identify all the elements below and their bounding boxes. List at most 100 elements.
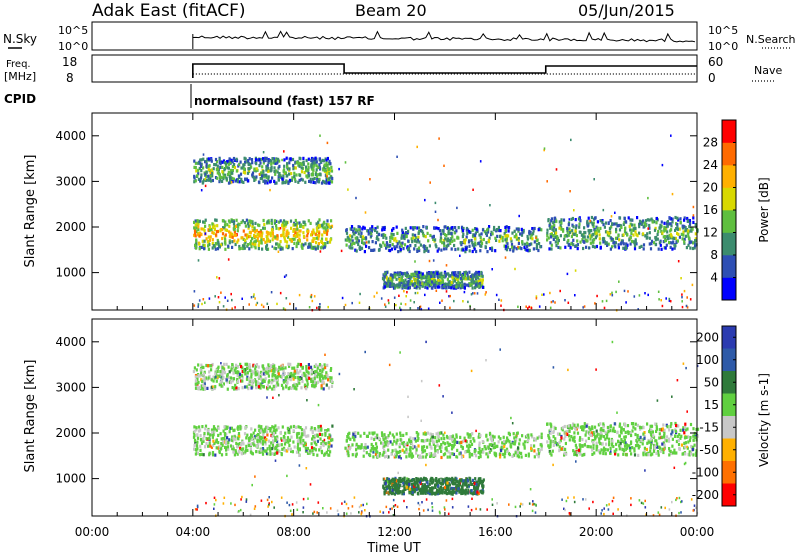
heatmap-cell bbox=[289, 302, 291, 306]
heatmap-cell bbox=[275, 384, 278, 388]
heatmap-cell bbox=[454, 226, 457, 230]
heatmap-cell bbox=[367, 240, 370, 244]
heatmap-cell bbox=[424, 491, 427, 495]
heatmap-cell bbox=[484, 245, 487, 249]
heatmap-cell bbox=[329, 179, 332, 183]
heatmap-cell bbox=[317, 242, 320, 246]
heatmap-cell bbox=[269, 188, 271, 192]
heatmap-cell bbox=[411, 487, 414, 492]
heatmap-cell bbox=[194, 161, 197, 165]
heatmap-cell bbox=[491, 232, 494, 236]
heatmap-cell bbox=[267, 167, 270, 171]
heatmap-cell bbox=[653, 241, 656, 245]
heatmap-cell bbox=[473, 481, 476, 486]
heatmap-cell bbox=[664, 246, 667, 250]
heatmap-cell bbox=[495, 238, 498, 242]
heatmap-cell bbox=[571, 229, 574, 233]
heatmap-cell bbox=[229, 160, 232, 165]
heatmap-cell bbox=[306, 231, 309, 235]
heatmap-cell bbox=[271, 238, 274, 242]
heatmap-cell bbox=[418, 226, 421, 230]
heatmap-cell bbox=[455, 435, 458, 439]
heatmap-cell bbox=[460, 478, 463, 482]
heatmap-cell bbox=[194, 166, 197, 170]
heatmap-cell bbox=[401, 230, 404, 234]
heatmap-cell bbox=[213, 224, 216, 228]
heatmap-cell bbox=[413, 285, 416, 289]
heatmap-cell bbox=[411, 233, 414, 237]
heatmap-cell bbox=[196, 386, 199, 390]
heatmap-cell bbox=[517, 241, 520, 245]
heatmap-cell bbox=[441, 478, 444, 483]
heatmap-cell bbox=[369, 231, 372, 235]
heatmap-cell bbox=[474, 243, 477, 247]
heatmap-cell bbox=[233, 233, 236, 237]
heatmap-cell bbox=[198, 453, 202, 457]
heatmap-cell bbox=[228, 157, 231, 161]
heatmap-cell bbox=[428, 442, 431, 446]
heatmap-cell bbox=[383, 243, 386, 247]
heatmap-cell bbox=[399, 271, 402, 275]
heatmap-cell bbox=[358, 246, 361, 250]
freq-label-line1: Freq. bbox=[6, 59, 31, 70]
heatmap-cell bbox=[448, 483, 451, 487]
heatmap-cell bbox=[527, 248, 530, 252]
heatmap-cell bbox=[298, 453, 301, 457]
heatmap-cell bbox=[261, 365, 265, 369]
heatmap-cell bbox=[454, 247, 457, 252]
heatmap-cell bbox=[199, 444, 202, 448]
heatmap-cell bbox=[413, 277, 415, 280]
heatmap-cell bbox=[196, 444, 199, 448]
heatmap-cell bbox=[227, 162, 230, 166]
heatmap-cell bbox=[317, 428, 320, 433]
colorbar-swatch bbox=[722, 232, 736, 256]
heatmap-cell bbox=[294, 231, 297, 235]
heatmap-cell bbox=[324, 442, 327, 446]
heatmap-cell bbox=[269, 452, 272, 456]
heatmap-cell bbox=[193, 165, 196, 169]
heatmap-cell bbox=[196, 451, 199, 455]
heatmap-cell bbox=[315, 236, 318, 240]
heatmap-cell bbox=[323, 159, 326, 163]
heatmap-cell bbox=[445, 290, 448, 293]
heatmap-cell bbox=[259, 374, 262, 378]
heatmap-cell bbox=[299, 437, 302, 441]
heatmap-cell bbox=[552, 221, 555, 225]
heatmap-cell bbox=[255, 167, 258, 171]
heatmap-cell bbox=[570, 242, 573, 246]
heatmap-cell bbox=[219, 432, 222, 436]
heatmap-cell bbox=[438, 229, 442, 233]
heatmap-cell bbox=[494, 454, 498, 458]
heatmap-cell bbox=[428, 489, 432, 493]
heatmap-cell bbox=[331, 438, 334, 442]
heatmap-cell bbox=[668, 297, 671, 301]
heatmap-cell bbox=[325, 429, 328, 433]
heatmap-cell bbox=[396, 231, 399, 235]
heatmap-cell bbox=[234, 233, 237, 237]
heatmap-cell bbox=[310, 244, 313, 248]
heatmap-cell bbox=[206, 240, 209, 244]
heatmap-cell bbox=[424, 478, 427, 482]
heatmap-cell bbox=[392, 233, 395, 237]
heatmap-cell bbox=[263, 175, 266, 179]
heatmap-cell bbox=[378, 436, 381, 440]
heatmap-cell bbox=[383, 433, 386, 437]
heatmap-cell bbox=[443, 243, 446, 247]
heatmap-cell bbox=[212, 425, 216, 429]
heatmap-cell bbox=[423, 449, 427, 453]
heatmap-cell bbox=[246, 222, 249, 226]
heatmap-cell bbox=[414, 481, 417, 485]
heatmap-cell bbox=[437, 431, 440, 435]
heatmap-cell bbox=[366, 445, 369, 449]
heatmap-cell bbox=[415, 240, 418, 244]
heatmap-cell bbox=[285, 274, 288, 277]
heatmap-cell bbox=[330, 169, 334, 173]
heatmap-cell bbox=[464, 450, 467, 454]
heatmap-cell bbox=[427, 277, 430, 281]
heatmap-cell bbox=[375, 442, 378, 446]
heatmap-cell bbox=[270, 228, 274, 232]
heatmap-cell bbox=[390, 478, 393, 482]
heatmap-cell bbox=[306, 382, 309, 386]
heatmap-cell bbox=[505, 240, 508, 244]
heatmap-cell bbox=[345, 243, 348, 247]
